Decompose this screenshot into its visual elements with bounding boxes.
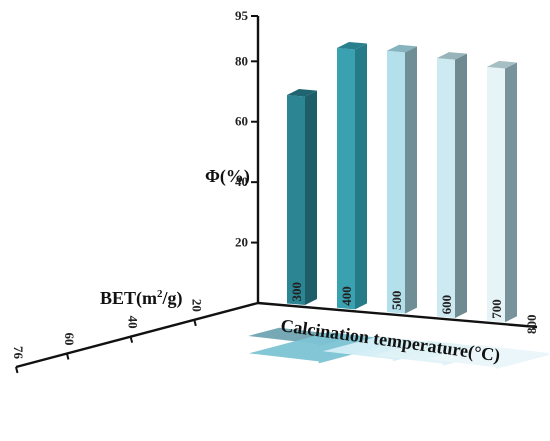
bet-tick-label: 40 xyxy=(126,316,141,329)
bar-side-face xyxy=(355,43,367,310)
bar-front-face xyxy=(287,95,305,306)
bet-axis-title-main: BET(m xyxy=(100,288,157,309)
bet-tick-mark xyxy=(129,336,134,343)
bar-front-face xyxy=(487,66,505,323)
bar-top-face xyxy=(337,41,367,50)
bar-top-face xyxy=(487,60,517,69)
phi-tick-label: 40 xyxy=(235,174,248,189)
bar-top-face xyxy=(437,52,467,60)
phi-tick-label: 60 xyxy=(235,114,248,129)
temperature-tick-label: 400 xyxy=(339,286,354,306)
phi-tick-label: 20 xyxy=(235,235,248,250)
phi-tick-label: 80 xyxy=(235,53,248,68)
bet-tick-label: 20 xyxy=(189,299,204,312)
bet-tick-mark xyxy=(65,353,70,360)
bar-side-face xyxy=(405,46,417,314)
temperature-tick-label: 500 xyxy=(389,291,404,311)
bet-axis-title: BET(m2/g) xyxy=(100,288,183,309)
bar-side-face xyxy=(505,62,517,323)
bet-slab xyxy=(372,340,499,366)
bet-tick-label: 76 xyxy=(11,346,26,360)
bar-front-face xyxy=(387,50,405,314)
bet-axis-title-superscript: 2 xyxy=(157,288,163,300)
temperature-axis-line xyxy=(257,301,538,329)
bet-slab xyxy=(248,332,399,364)
bet-tick-mark xyxy=(15,366,19,374)
bet-axis-line xyxy=(15,301,259,369)
bet-tick-label: 60 xyxy=(62,333,77,346)
bar-side-face xyxy=(455,53,467,318)
bar-top-face xyxy=(287,89,317,97)
bar-top-face xyxy=(387,44,417,53)
bet-slab xyxy=(322,336,449,362)
temperature-tick-label: 600 xyxy=(439,295,454,315)
temperature-tick-label: 300 xyxy=(289,282,304,302)
phi-tick-label: 95 xyxy=(235,8,249,23)
bar-front-face xyxy=(437,58,455,318)
bar-side-face xyxy=(305,90,317,306)
temperature-axis-end-tick: 800 xyxy=(524,315,539,335)
phi-axis-title: Φ(%) xyxy=(205,166,250,187)
temperature-tick-label: 700 xyxy=(489,299,504,319)
bet-slab xyxy=(425,345,549,370)
bar-front-face xyxy=(337,47,355,310)
bet-tick-mark xyxy=(193,319,197,327)
bet-axis-title-tail: /g) xyxy=(162,288,183,309)
